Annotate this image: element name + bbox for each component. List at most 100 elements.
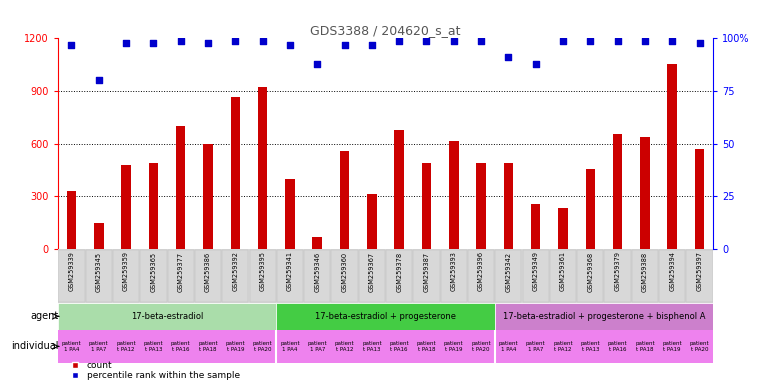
FancyBboxPatch shape [468, 250, 494, 302]
Bar [94, 223, 103, 249]
Bar [67, 191, 76, 249]
Text: patient
t PA19: patient t PA19 [662, 341, 682, 352]
Text: patient
t PA16: patient t PA16 [171, 341, 190, 352]
Point [393, 37, 406, 43]
Text: patient
1 PA7: patient 1 PA7 [526, 341, 546, 352]
Bar [531, 204, 540, 249]
Text: GSM259386: GSM259386 [205, 252, 211, 291]
Text: 17-beta-estradiol: 17-beta-estradiol [131, 312, 204, 321]
Point [666, 37, 678, 43]
Point [257, 37, 269, 43]
Point [147, 40, 160, 46]
Title: GDS3388 / 204620_s_at: GDS3388 / 204620_s_at [310, 24, 461, 37]
Text: GSM259339: GSM259339 [69, 252, 75, 291]
Text: GSM259393: GSM259393 [451, 252, 456, 291]
Point [93, 78, 105, 84]
Point [311, 61, 323, 67]
Point [120, 40, 133, 46]
Bar [149, 163, 158, 249]
Bar [204, 144, 213, 249]
FancyBboxPatch shape [386, 250, 412, 302]
Text: patient
t PA12: patient t PA12 [335, 341, 355, 352]
Text: GSM259341: GSM259341 [287, 252, 293, 291]
Text: GSM259379: GSM259379 [614, 252, 621, 291]
Text: GSM259387: GSM259387 [423, 252, 429, 291]
FancyBboxPatch shape [140, 250, 167, 302]
Point [338, 41, 351, 48]
Bar [476, 163, 486, 249]
Bar [258, 87, 268, 249]
Bar [176, 126, 186, 249]
Bar [312, 237, 322, 249]
FancyBboxPatch shape [332, 250, 358, 302]
Bar [395, 129, 404, 249]
FancyBboxPatch shape [113, 250, 140, 302]
Bar [449, 141, 459, 249]
Text: patient
1 PA4: patient 1 PA4 [280, 341, 300, 352]
Text: GSM259342: GSM259342 [505, 252, 511, 291]
Point [202, 40, 214, 46]
Text: agent: agent [30, 311, 59, 321]
Point [638, 37, 651, 43]
Text: patient
t PA16: patient t PA16 [608, 341, 628, 352]
FancyBboxPatch shape [659, 250, 685, 302]
Text: patient
t PA20: patient t PA20 [471, 341, 491, 352]
Bar [285, 179, 295, 249]
Bar [276, 303, 495, 330]
Legend: count, percentile rank within the sample: count, percentile rank within the sample [62, 357, 244, 383]
Bar [495, 303, 713, 330]
Point [66, 41, 78, 48]
Point [448, 37, 460, 43]
Text: GSM259361: GSM259361 [560, 252, 566, 291]
Text: GSM259388: GSM259388 [642, 252, 648, 291]
Text: patient
t PA20: patient t PA20 [253, 341, 272, 352]
FancyBboxPatch shape [304, 250, 330, 302]
Bar [495, 330, 713, 363]
Text: GSM259349: GSM259349 [533, 252, 539, 291]
Text: patient
t PA13: patient t PA13 [581, 341, 600, 352]
Bar [58, 303, 276, 330]
FancyBboxPatch shape [441, 250, 467, 302]
FancyBboxPatch shape [550, 250, 576, 302]
Bar [613, 134, 622, 249]
Bar [503, 163, 513, 249]
Text: patient
t PA13: patient t PA13 [143, 341, 163, 352]
FancyBboxPatch shape [86, 250, 112, 302]
Point [284, 41, 296, 48]
Text: patient
t PA12: patient t PA12 [116, 341, 136, 352]
Point [557, 37, 569, 43]
Bar [668, 64, 677, 249]
Text: GSM259346: GSM259346 [315, 252, 320, 291]
FancyBboxPatch shape [59, 250, 85, 302]
Bar [558, 207, 567, 249]
Bar [367, 194, 376, 249]
Text: GSM259367: GSM259367 [369, 252, 375, 291]
Bar [640, 137, 650, 249]
Text: 17-beta-estradiol + progesterone: 17-beta-estradiol + progesterone [315, 312, 456, 321]
Text: patient
t PA12: patient t PA12 [553, 341, 573, 352]
Point [530, 61, 542, 67]
Text: GSM259394: GSM259394 [669, 252, 675, 291]
Point [475, 37, 487, 43]
Text: patient
t PA16: patient t PA16 [389, 341, 409, 352]
Text: GSM259377: GSM259377 [177, 252, 183, 291]
FancyBboxPatch shape [277, 250, 303, 302]
Text: GSM259397: GSM259397 [696, 252, 702, 291]
Text: 17-beta-estradiol + progesterone + bisphenol A: 17-beta-estradiol + progesterone + bisph… [503, 312, 705, 321]
Text: patient
1 PA4: patient 1 PA4 [62, 341, 81, 352]
FancyBboxPatch shape [250, 250, 276, 302]
Point [229, 37, 241, 43]
Text: patient
t PA18: patient t PA18 [416, 341, 436, 352]
Text: GSM259365: GSM259365 [150, 252, 157, 291]
FancyBboxPatch shape [195, 250, 221, 302]
Text: GSM259345: GSM259345 [96, 252, 102, 291]
FancyBboxPatch shape [604, 250, 631, 302]
Point [365, 41, 378, 48]
Text: GSM259360: GSM259360 [342, 252, 348, 291]
Text: patient
t PA20: patient t PA20 [690, 341, 709, 352]
Point [174, 37, 187, 43]
Bar [231, 97, 240, 249]
Text: patient
t PA19: patient t PA19 [225, 341, 245, 352]
Bar [695, 149, 704, 249]
Text: GSM259368: GSM259368 [588, 252, 594, 291]
